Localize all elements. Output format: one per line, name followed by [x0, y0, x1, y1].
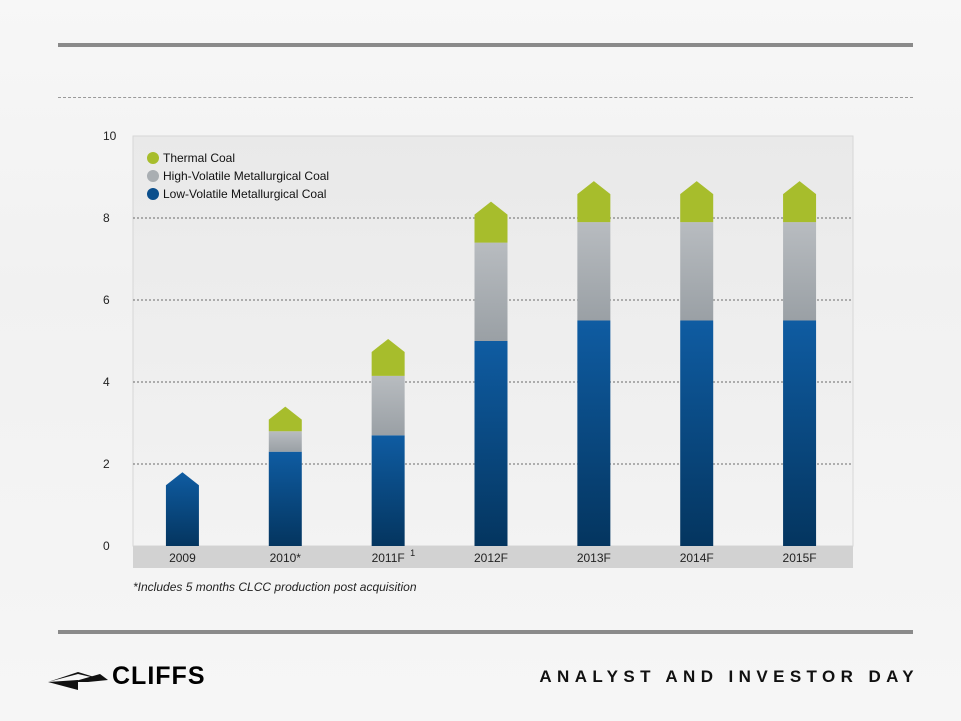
- bar-segment-low-volatile-metallurgical-coal: [371, 435, 405, 546]
- x-tick-label: 2010*: [270, 551, 302, 565]
- logo-wordmark: CLIFFS: [112, 662, 206, 690]
- x-tick-label: 2012F: [474, 551, 508, 565]
- legend-marker: [147, 152, 159, 164]
- bar-segment-thermal-coal: [268, 406, 302, 432]
- bar-segment-high-volatile-metallurgical-coal: [680, 222, 714, 321]
- bar-segment-thermal-coal: [474, 201, 508, 243]
- bar-segment-thermal-coal: [680, 181, 714, 223]
- legend-marker: [147, 170, 159, 182]
- x-tick-label: 2011F: [372, 551, 405, 565]
- chart-svg: 0 2 4 6 8 10 2009 2010* 2011F 1 2012F 2013F 2014F 201…: [103, 129, 854, 568]
- bar-segment-high-volatile-metallurgical-coal: [783, 222, 817, 321]
- y-tick-label: 4: [103, 375, 110, 389]
- x-tick-label: 2009: [169, 551, 196, 565]
- bottom-divider: [58, 630, 913, 634]
- bar-segment-low-volatile-metallurgical-coal: [165, 472, 199, 546]
- x-tick-label: 2015F: [783, 551, 817, 565]
- y-tick-label: 6: [103, 293, 110, 307]
- x-tick-label: 2014F: [680, 551, 714, 565]
- x-tick-superscript: 1: [410, 548, 415, 558]
- footnote: *Includes 5 months CLCC production post …: [133, 580, 417, 594]
- coal-production-chart: 0 2 4 6 8 10 2009 2010* 2011F 1 2012F 2013F 2014F 201…: [95, 118, 865, 603]
- y-tick-label: 2: [103, 457, 110, 471]
- bar-segment-low-volatile-metallurgical-coal: [268, 451, 302, 546]
- bar-segment-high-volatile-metallurgical-coal: [371, 375, 405, 436]
- top-divider: [58, 43, 913, 47]
- y-tick-label: 10: [103, 129, 117, 143]
- bar-segment-high-volatile-metallurgical-coal: [268, 431, 302, 452]
- legend-label: Low-Volatile Metallurgical Coal: [163, 187, 326, 201]
- legend-label: Thermal Coal: [163, 151, 235, 165]
- bar-segment-low-volatile-metallurgical-coal: [783, 320, 817, 546]
- bar-segment-thermal-coal: [577, 181, 611, 223]
- bar-segment-low-volatile-metallurgical-coal: [474, 341, 508, 546]
- bar-segment-low-volatile-metallurgical-coal: [680, 320, 714, 546]
- legend-label: High-Volatile Metallurgical Coal: [163, 169, 329, 183]
- cliffs-logo-icon: [48, 672, 108, 690]
- bar-segment-thermal-coal: [371, 338, 405, 376]
- bar-segment-high-volatile-metallurgical-coal: [577, 222, 611, 321]
- legend-marker: [147, 188, 159, 200]
- bar-segment-low-volatile-metallurgical-coal: [577, 320, 611, 546]
- y-tick-label: 8: [103, 211, 110, 225]
- bar-segment-high-volatile-metallurgical-coal: [474, 242, 508, 341]
- x-tick-label: 2013F: [577, 551, 611, 565]
- x-axis-band: [133, 546, 853, 568]
- y-tick-label: 0: [103, 539, 110, 553]
- bar-segment-thermal-coal: [783, 181, 817, 223]
- event-title: ANALYST AND INVESTOR DAY: [539, 667, 919, 686]
- title-dotted-divider: [58, 97, 913, 98]
